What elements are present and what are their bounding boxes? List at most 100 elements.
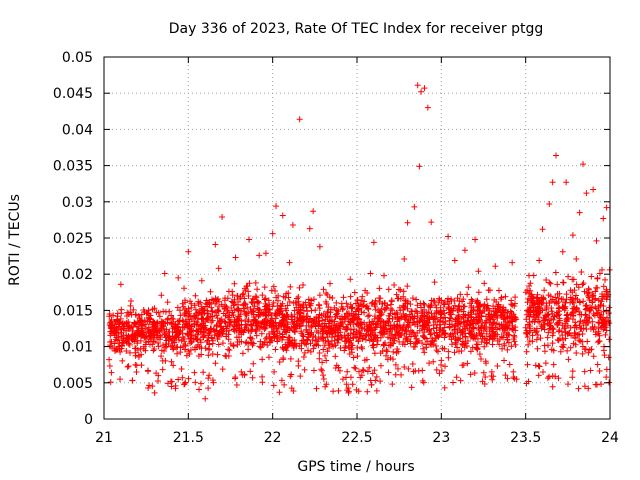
- data-point: [341, 313, 348, 320]
- data-point: [245, 327, 252, 334]
- data-point: [361, 309, 368, 316]
- data-point: [325, 344, 332, 351]
- data-point: [421, 349, 428, 356]
- data-point: [388, 297, 395, 304]
- data-point: [239, 371, 246, 378]
- data-point: [181, 297, 188, 304]
- data-point: [535, 372, 542, 379]
- data-point: [409, 329, 416, 336]
- data-point: [367, 270, 374, 277]
- data-point: [227, 340, 234, 347]
- data-point: [250, 320, 257, 327]
- data-point: [527, 325, 534, 332]
- data-point: [445, 348, 452, 355]
- data-point: [161, 270, 168, 277]
- data-point: [483, 296, 490, 303]
- data-point: [450, 379, 457, 386]
- data-point: [198, 277, 205, 284]
- data-point: [478, 309, 485, 316]
- data-point: [164, 316, 171, 323]
- data-point: [261, 296, 268, 303]
- data-point: [454, 344, 461, 351]
- data-point: [561, 307, 568, 314]
- data-point: [363, 356, 370, 363]
- data-point: [351, 289, 358, 296]
- data-point: [603, 366, 610, 373]
- data-point: [567, 324, 574, 331]
- data-point: [334, 326, 341, 333]
- data-point: [133, 323, 140, 330]
- data-point: [132, 345, 139, 352]
- data-point: [457, 377, 464, 384]
- data-point: [287, 340, 294, 347]
- data-point: [534, 331, 541, 338]
- data-point: [212, 300, 219, 307]
- data-point: [347, 335, 354, 342]
- data-point: [543, 277, 550, 284]
- data-point: [510, 326, 517, 333]
- data-point: [187, 328, 194, 335]
- data-point: [328, 334, 335, 341]
- data-point: [595, 307, 602, 314]
- data-point: [445, 295, 452, 302]
- data-point: [108, 369, 115, 376]
- data-point: [438, 331, 445, 338]
- data-point: [274, 306, 281, 313]
- data-point: [297, 373, 304, 380]
- data-point: [552, 294, 559, 301]
- data-point: [338, 300, 345, 307]
- data-point: [559, 303, 566, 310]
- data-point: [394, 346, 401, 353]
- data-point: [490, 373, 497, 380]
- data-point: [319, 359, 326, 366]
- data-point: [393, 309, 400, 316]
- data-point: [132, 311, 139, 318]
- data-point: [279, 344, 286, 351]
- data-point: [273, 294, 280, 301]
- data-point: [330, 343, 337, 350]
- data-point: [561, 325, 568, 332]
- data-point: [357, 301, 364, 308]
- data-point: [364, 313, 371, 320]
- data-point: [261, 284, 268, 291]
- data-point: [117, 376, 124, 383]
- data-point: [303, 313, 310, 320]
- data-point: [568, 296, 575, 303]
- data-point: [445, 305, 452, 312]
- data-point: [546, 373, 553, 380]
- data-point: [252, 279, 259, 286]
- data-point: [482, 358, 489, 365]
- data-point: [552, 373, 559, 380]
- data-point: [527, 280, 534, 287]
- data-point: [279, 331, 286, 338]
- data-point: [489, 376, 496, 383]
- data-point: [279, 317, 286, 324]
- data-point: [603, 374, 610, 381]
- data-point: [127, 297, 134, 304]
- data-point: [394, 323, 401, 330]
- data-point: [130, 306, 137, 313]
- data-point: [203, 338, 210, 345]
- data-point: [488, 324, 495, 331]
- data-point: [114, 313, 121, 320]
- x-axis-label: GPS time / hours: [297, 459, 414, 475]
- data-point: [282, 328, 289, 335]
- data-point: [420, 345, 427, 352]
- data-point: [322, 352, 329, 359]
- data-point: [587, 367, 594, 374]
- data-point: [350, 334, 357, 341]
- data-point: [369, 342, 376, 349]
- data-point: [150, 347, 157, 354]
- data-point: [251, 303, 258, 310]
- data-point: [451, 323, 458, 330]
- data-point: [347, 318, 354, 325]
- data-point: [108, 322, 115, 329]
- data-point: [379, 330, 386, 337]
- data-point: [606, 304, 613, 311]
- data-point: [467, 321, 474, 328]
- data-point: [131, 336, 138, 343]
- data-point: [586, 347, 593, 354]
- data-point: [334, 339, 341, 346]
- data-point: [475, 289, 482, 296]
- data-point: [276, 359, 283, 366]
